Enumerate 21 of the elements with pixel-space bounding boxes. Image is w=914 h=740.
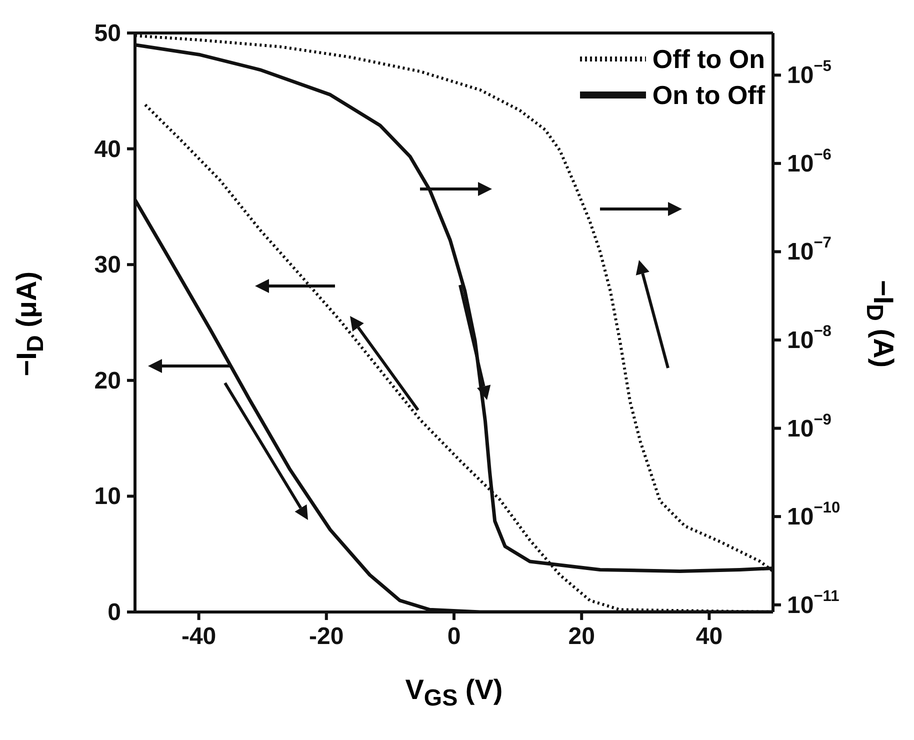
y-tick-label: 30: [94, 251, 121, 278]
y2-tick-label: 10$^{−10}$: [787, 500, 840, 530]
y2-tick-label: 10$^{−9}$: [787, 411, 832, 442]
y2-tick-label: 10$^{−7}$: [787, 234, 832, 266]
x-tick-label: -20: [309, 622, 344, 650]
y2-tick-label: 10$^{−8}$: [787, 322, 832, 354]
x-tick-label: 40: [696, 622, 723, 650]
y2-tick-label: 10$^{−11}$: [787, 588, 840, 618]
y-tick-label: 0: [108, 598, 121, 626]
y-tick-label: 20: [94, 366, 121, 394]
x-tick-label: 0: [447, 622, 461, 650]
legend-label: Off to On: [652, 43, 765, 76]
y-tick-label: 10: [94, 482, 121, 510]
x-tick-label: 20: [568, 622, 595, 650]
y2-tick-label: 10$^{−5}$: [787, 58, 832, 89]
y-tick-label: 50: [94, 20, 121, 46]
x-tick-label: -40: [181, 622, 216, 650]
x-axis-title: V$_{GS}$ (V): [404, 674, 504, 712]
legend-label: On to Off: [652, 79, 765, 112]
y2-tick-label: 10$^{−6}$: [787, 146, 832, 177]
y-tick-label: 40: [94, 135, 121, 162]
